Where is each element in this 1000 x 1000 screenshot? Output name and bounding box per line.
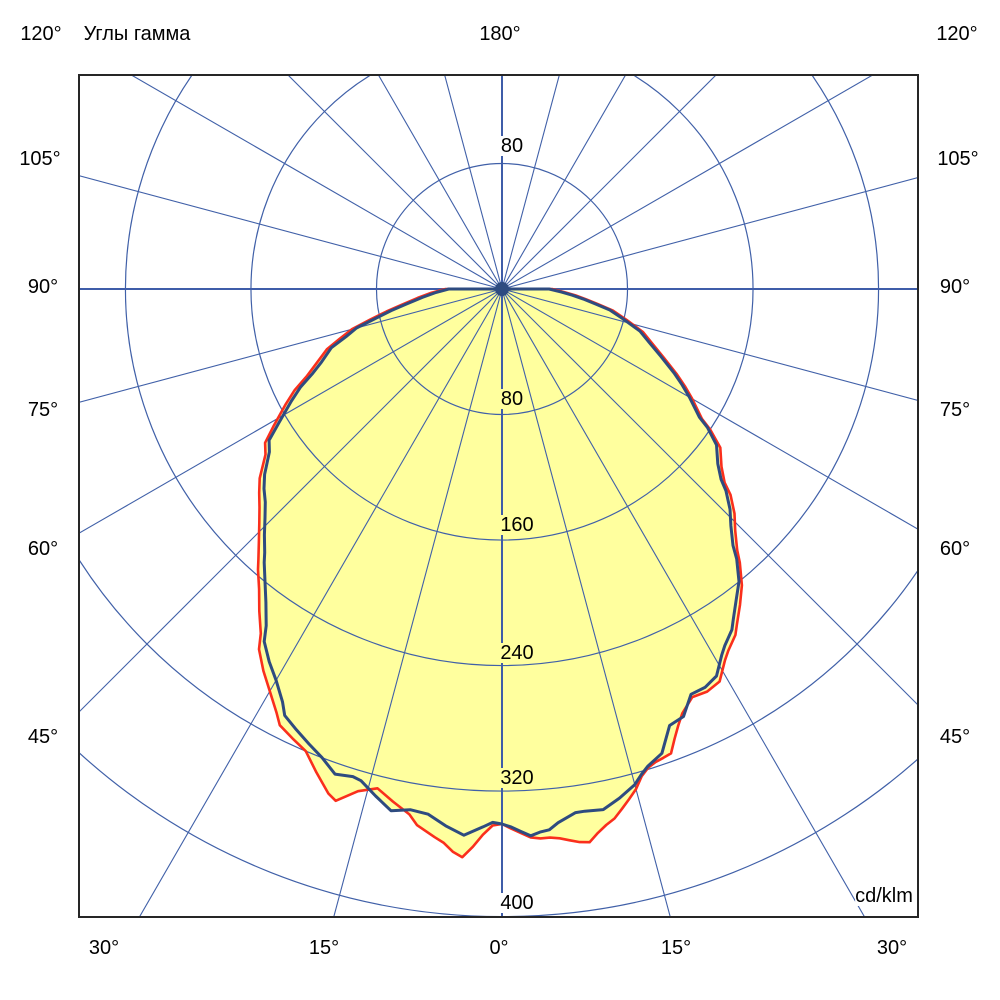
polar-chart-canvas	[80, 76, 917, 916]
chart-title: Углы гамма	[83, 23, 191, 45]
gamma-angle-label: 75°	[27, 399, 59, 421]
gamma-angle-label: 30°	[876, 937, 908, 959]
gamma-angle-label: 105°	[937, 148, 979, 170]
gamma-angle-label: 75°	[939, 399, 971, 421]
plot-area	[78, 74, 919, 918]
gamma-angle-label: 120°	[20, 23, 62, 45]
gamma-angle-label: 60°	[27, 538, 59, 560]
gamma-angle-label: 90°	[939, 276, 971, 298]
gamma-angle-label: 180°	[479, 23, 521, 45]
gamma-angle-label: 105°	[19, 148, 61, 170]
gamma-angle-label: 120°	[936, 23, 978, 45]
gamma-angle-label: 45°	[27, 726, 59, 748]
gamma-angle-label: 30°	[88, 937, 120, 959]
gamma-angle-label: 0°	[489, 937, 509, 959]
gamma-angle-label: 15°	[660, 937, 692, 959]
gamma-angle-label: 90°	[27, 276, 59, 298]
gamma-angle-label: 60°	[939, 538, 971, 560]
gamma-angle-label: 15°	[308, 937, 340, 959]
gamma-angle-label: 45°	[939, 726, 971, 748]
